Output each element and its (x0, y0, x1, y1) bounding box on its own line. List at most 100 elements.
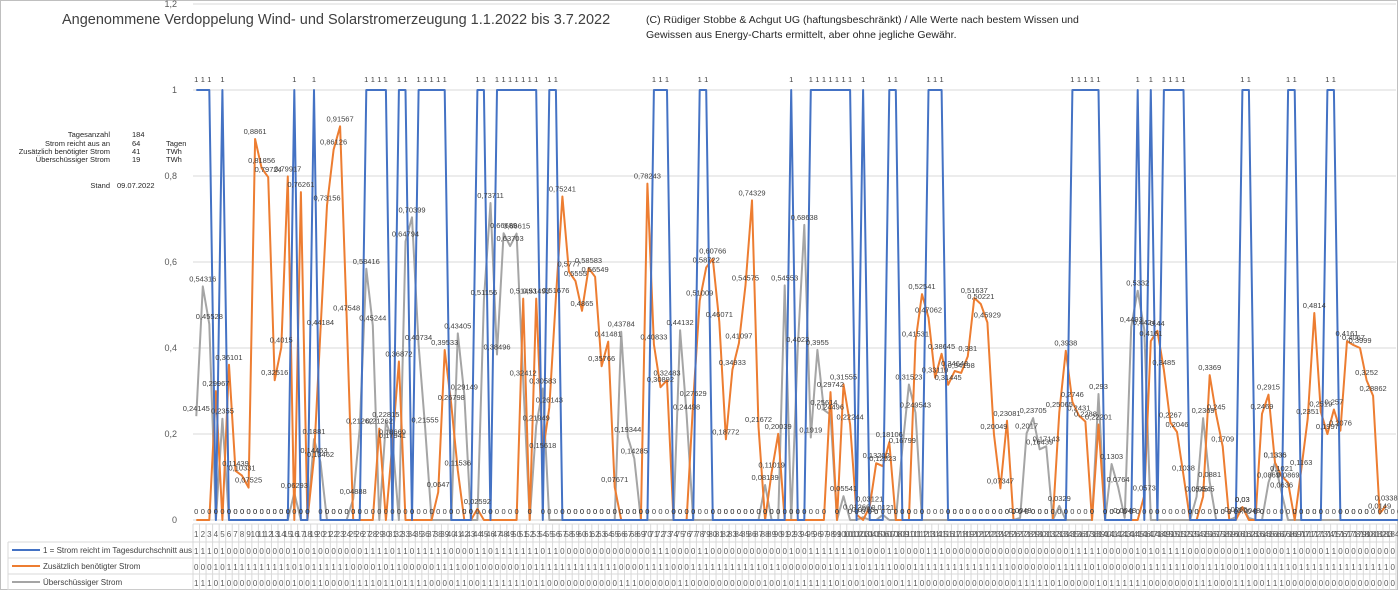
x-tick-label: 118 (955, 530, 968, 539)
table-cell: 0 (1024, 563, 1029, 572)
x-tick-label: 86 (748, 530, 757, 539)
table-cell: 0 (776, 547, 781, 556)
data-label: 0 (848, 507, 852, 516)
table-cell: 0 (1227, 547, 1232, 556)
data-label: 1 (652, 75, 656, 84)
table-cell: 1 (704, 563, 709, 572)
table-cell: 0 (1338, 547, 1343, 556)
x-tick-label: 41 (453, 530, 462, 539)
table-cell: 0 (1299, 579, 1304, 588)
table-cell: 1 (809, 579, 814, 588)
x-tick-label: 25 (349, 530, 358, 539)
data-label: 1 (665, 75, 669, 84)
data-label: 0 (586, 507, 590, 516)
data-label: 1 (1149, 75, 1153, 84)
table-cell: 1 (364, 579, 369, 588)
table-cell: 1 (724, 563, 729, 572)
data-label: 0 (1155, 507, 1159, 516)
table-cell: 1 (246, 563, 251, 572)
data-label: 0 (338, 507, 342, 516)
x-tick-label: 59 (571, 530, 580, 539)
table-cell: 1 (854, 563, 859, 572)
table-cell: 1 (1149, 547, 1154, 556)
data-label: 0,3252 (1355, 368, 1378, 377)
x-tick-label: 38 (434, 530, 443, 539)
x-tick-label: 131 (1040, 530, 1054, 539)
data-label: 0,0545 (1192, 485, 1215, 494)
data-label: 0 (430, 507, 434, 516)
table-cell: 0 (1051, 563, 1056, 572)
table-cell: 0 (475, 579, 480, 588)
x-tick-label: 75 (676, 530, 685, 539)
data-label: 1 (312, 75, 316, 84)
table-cell: 0 (1260, 547, 1265, 556)
data-label: 0,78243 (634, 172, 661, 181)
data-label: 1 (658, 75, 662, 84)
data-label: 0 (632, 507, 636, 516)
data-label: 0 (436, 507, 440, 516)
table-cell: 1 (488, 579, 493, 588)
data-label: 0 (1031, 507, 1035, 516)
x-tick-label: 4 (214, 530, 219, 539)
data-label: 0 (462, 507, 466, 516)
table-cell: 0 (717, 579, 722, 588)
table-cell: 1 (985, 563, 990, 572)
table-cell: 0 (737, 547, 742, 556)
data-label: 0,34648 (941, 359, 968, 368)
table-cell: 1 (423, 579, 428, 588)
x-tick-label: 113 (922, 530, 935, 539)
table-cell: 1 (436, 547, 441, 556)
data-label: 0,5777 (557, 260, 580, 269)
data-label: 0 (194, 507, 198, 516)
data-label: 0,63703 (497, 234, 524, 243)
x-tick-label: 152 (1177, 530, 1191, 539)
data-label: 0 (541, 507, 545, 516)
table-cell: 0 (697, 579, 702, 588)
x-tick-label: 135 (1066, 530, 1080, 539)
table-cell: 1 (1018, 579, 1023, 588)
table-cell: 0 (1214, 547, 1219, 556)
table-cell: 0 (959, 579, 964, 588)
x-tick-label: 114 (929, 530, 942, 539)
table-cell: 1 (887, 563, 892, 572)
table-cell: 0 (763, 547, 768, 556)
data-label: 0,51676 (542, 286, 569, 295)
data-label: 0 (645, 507, 649, 516)
table-cell: 1 (1136, 547, 1141, 556)
data-label: 0 (1064, 507, 1068, 516)
table-cell: 0 (730, 547, 735, 556)
x-tick-label: 157 (1210, 530, 1224, 539)
data-label: 1 (1175, 75, 1179, 84)
table-cell: 0 (599, 547, 604, 556)
data-label: 0 (305, 507, 309, 516)
table-cell: 1 (1070, 547, 1075, 556)
data-label: 0 (1260, 507, 1264, 516)
table-cell: 0 (429, 579, 434, 588)
table-cell: 0 (1051, 579, 1056, 588)
table-cell: 0 (1116, 563, 1121, 572)
table-cell: 1 (1371, 563, 1376, 572)
table-cell: 0 (377, 579, 382, 588)
x-tick-label: 36 (421, 530, 430, 539)
data-label: 0,249543 (900, 401, 931, 410)
table-cell: 1 (1149, 563, 1154, 572)
data-label: 0 (1188, 507, 1192, 516)
table-cell: 1 (776, 563, 781, 572)
data-label: 0,03 (1235, 495, 1250, 504)
x-tick-label: 106 (876, 530, 890, 539)
table-cell: 0 (469, 563, 474, 572)
x-tick-label: 182 (1373, 530, 1387, 539)
table-cell: 1 (410, 579, 415, 588)
stat-label: Tagesanzahl (67, 130, 110, 139)
data-label: 0 (1018, 507, 1022, 516)
table-cell: 1 (809, 547, 814, 556)
x-tick-label: 144 (1125, 530, 1139, 539)
x-tick-label: 123 (987, 530, 1001, 539)
table-cell: 1 (828, 579, 833, 588)
table-cell: 0 (1136, 563, 1141, 572)
x-tick-label: 180 (1360, 530, 1374, 539)
table-cell: 0 (599, 579, 604, 588)
data-label: 0 (1044, 507, 1048, 516)
data-label: 0 (1345, 507, 1349, 516)
table-cell: 1 (1083, 547, 1088, 556)
